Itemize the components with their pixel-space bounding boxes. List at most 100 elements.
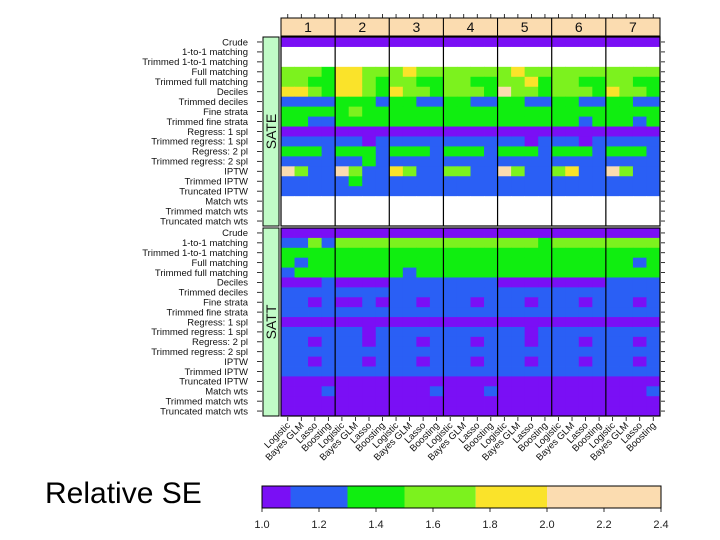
heatmap-cell bbox=[456, 126, 471, 137]
heatmap-cell bbox=[362, 56, 377, 68]
heatmap-cell bbox=[632, 216, 647, 227]
heatmap-cell bbox=[470, 396, 485, 407]
heatmap-cell bbox=[524, 356, 539, 367]
heatmap-cell bbox=[470, 366, 485, 377]
heatmap-cell bbox=[484, 307, 498, 318]
heatmap-cell bbox=[308, 287, 323, 298]
heatmap-cell bbox=[538, 257, 553, 268]
heatmap-cell bbox=[511, 76, 526, 88]
heatmap-cell bbox=[389, 86, 404, 98]
heatmap-cell bbox=[294, 126, 309, 137]
heatmap-cell bbox=[497, 186, 512, 197]
heatmap-cell bbox=[348, 267, 363, 278]
heatmap-cell bbox=[362, 156, 377, 167]
heatmap-cell bbox=[646, 37, 661, 48]
heatmap-cell bbox=[470, 247, 485, 259]
heatmap-cell bbox=[308, 257, 323, 268]
heatmap-cell bbox=[497, 176, 512, 187]
heatmap-cell bbox=[389, 146, 404, 157]
heatmap-cell bbox=[538, 176, 553, 187]
heatmap-cell bbox=[538, 366, 553, 377]
heatmap-cell bbox=[308, 366, 323, 377]
heatmap-cell bbox=[605, 86, 620, 98]
heatmap-cell bbox=[308, 96, 323, 108]
heatmap-cell bbox=[362, 216, 377, 227]
heatmap-cell bbox=[416, 186, 431, 197]
heatmap-cell bbox=[551, 156, 566, 167]
heatmap-cell bbox=[416, 37, 431, 48]
heatmap-cell bbox=[335, 386, 350, 397]
heatmap-cell bbox=[362, 257, 377, 268]
heatmap-cell bbox=[511, 106, 526, 117]
heatmap-cell bbox=[524, 37, 539, 48]
heatmap-cell bbox=[348, 366, 363, 377]
heatmap-cell bbox=[470, 176, 485, 187]
heatmap-cell bbox=[402, 336, 417, 348]
heatmap-cell bbox=[632, 126, 647, 137]
heatmap-cell bbox=[497, 56, 512, 68]
heatmap-cell bbox=[281, 267, 295, 278]
heatmap-cell bbox=[456, 86, 471, 98]
heatmap-cell bbox=[592, 56, 607, 68]
heatmap-cell bbox=[429, 37, 444, 48]
heatmap-cell bbox=[456, 37, 471, 48]
heatmap-cell bbox=[619, 386, 634, 397]
heatmap-cell bbox=[619, 106, 634, 117]
heatmap-cell bbox=[646, 237, 661, 249]
heatmap-cell bbox=[497, 257, 512, 268]
heatmap-cell bbox=[619, 406, 634, 417]
heatmap-cell bbox=[565, 307, 580, 318]
heatmap-cell bbox=[632, 146, 647, 157]
heatmap-cell bbox=[646, 386, 661, 397]
row-label: Trimmed full matching bbox=[155, 268, 248, 279]
heatmap-cell bbox=[592, 297, 607, 308]
strip-label: 5 bbox=[521, 19, 529, 35]
heatmap-cell bbox=[429, 336, 444, 348]
heatmap-cell bbox=[484, 297, 498, 308]
heatmap-cell bbox=[429, 277, 444, 288]
heatmap-cell bbox=[321, 196, 336, 207]
heatmap-cell bbox=[294, 336, 309, 348]
heatmap-cell bbox=[281, 46, 295, 58]
heatmap-cell bbox=[321, 96, 336, 108]
heatmap-cell bbox=[402, 277, 417, 288]
strip-label: 2 bbox=[358, 19, 366, 35]
legend-swatch bbox=[475, 486, 547, 508]
heatmap-cell bbox=[308, 176, 323, 187]
heatmap-cell bbox=[335, 66, 350, 78]
heatmap-cell bbox=[281, 287, 295, 298]
heatmap-cell bbox=[294, 297, 309, 308]
heatmap-cell bbox=[565, 146, 580, 157]
heatmap-cell bbox=[416, 307, 431, 318]
heatmap-cell bbox=[619, 86, 634, 98]
heatmap-cell bbox=[321, 376, 336, 387]
heatmap-cell bbox=[294, 317, 309, 328]
heatmap-cell bbox=[578, 307, 593, 318]
heatmap-cell bbox=[375, 237, 390, 249]
heatmap-cell bbox=[511, 287, 526, 298]
heatmap-cell bbox=[294, 228, 309, 239]
heatmap-cell bbox=[551, 326, 566, 338]
heatmap-cell bbox=[362, 86, 377, 98]
heatmap-cell bbox=[429, 206, 444, 217]
heatmap-cell bbox=[362, 336, 377, 348]
heatmap-cell bbox=[321, 116, 336, 127]
heatmap-cell bbox=[484, 106, 498, 117]
heatmap-cell bbox=[362, 346, 377, 358]
panel-strips: SATE SATT bbox=[262, 36, 280, 417]
heatmap-cell bbox=[375, 356, 390, 367]
heatmap-cell bbox=[416, 86, 431, 98]
heatmap-cell bbox=[484, 376, 498, 387]
heatmap-cell bbox=[632, 406, 647, 417]
heatmap-cell bbox=[511, 166, 526, 177]
heatmap-cell bbox=[281, 216, 295, 227]
heatmap-cell bbox=[308, 206, 323, 217]
heatmap-cell bbox=[321, 106, 336, 117]
heatmap-cell bbox=[592, 176, 607, 187]
heatmap-cell bbox=[429, 216, 444, 227]
heatmap-cell bbox=[294, 346, 309, 358]
heatmap-cell bbox=[619, 237, 634, 249]
heatmap-cell bbox=[402, 237, 417, 249]
heatmap-cell bbox=[565, 346, 580, 358]
heatmap-cell bbox=[429, 326, 444, 338]
